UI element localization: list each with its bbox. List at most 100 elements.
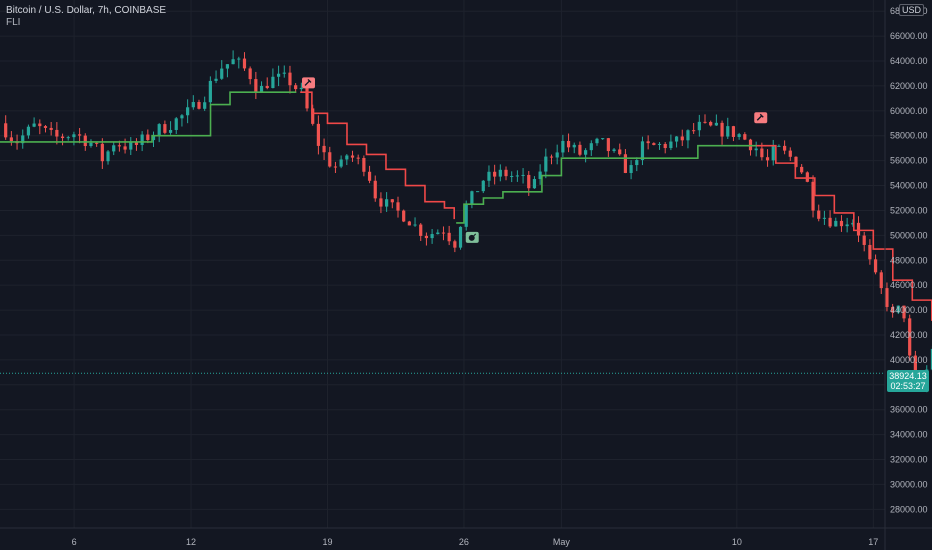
y-tick-label: 36000.00 (890, 405, 928, 415)
candle-body (208, 80, 212, 103)
candles (4, 50, 932, 393)
candle-body (413, 224, 417, 226)
x-tick-label: 26 (459, 537, 469, 547)
candle-body (828, 217, 832, 227)
last-price-label: 38924.13 02:53:27 (887, 370, 929, 392)
candle-body (424, 235, 429, 239)
candle-body (856, 222, 861, 236)
y-tick-label: 28000.00 (890, 504, 928, 514)
candle-body (669, 141, 673, 149)
candle-body (134, 142, 139, 145)
candle-body (783, 145, 787, 151)
y-tick-label: 56000.00 (890, 156, 928, 166)
candle-body (197, 102, 201, 109)
candle-body (652, 143, 656, 145)
candle-body (333, 166, 338, 168)
candle-body (72, 134, 76, 138)
x-tick-label: 19 (322, 537, 332, 547)
candle-body (765, 157, 770, 161)
candle-body (845, 224, 849, 227)
candle-body (896, 305, 900, 313)
candle-body (521, 174, 525, 176)
y-tick-label: 52000.00 (890, 205, 928, 215)
candle-body (879, 272, 883, 289)
candle-body (248, 68, 252, 80)
y-tick-label: 30000.00 (890, 479, 928, 489)
candle-body (595, 138, 599, 144)
candle-body (572, 144, 576, 148)
candle-body (288, 72, 292, 86)
y-tick-label: 40000.00 (890, 355, 928, 365)
candle-body (174, 118, 178, 130)
candle-body (276, 73, 281, 77)
candle-body (436, 232, 440, 235)
candle-body (544, 156, 548, 172)
sell-signal-icon (301, 77, 315, 89)
candle-body (294, 85, 298, 90)
stop-segment (0, 91, 297, 143)
candle-body (498, 169, 502, 177)
candle-body (447, 232, 451, 242)
candle-body (140, 134, 144, 145)
currency-button[interactable]: USD (898, 4, 924, 16)
candle-body (760, 148, 764, 158)
symbol-title: Bitcoin / U.S. Dollar, 7h, COINBASE (6, 5, 167, 16)
candle-body (390, 199, 394, 203)
candle-body (640, 141, 645, 161)
candle-body (32, 123, 36, 127)
candle-body (106, 151, 110, 162)
y-tick-label: 48000.00 (890, 255, 928, 265)
candle-body (237, 58, 241, 60)
candle-body (612, 149, 616, 152)
candle-body (316, 123, 320, 146)
x-tick-label: 12 (186, 537, 196, 547)
candle-body (510, 175, 514, 177)
candle-body (458, 226, 463, 248)
candle-body (117, 145, 121, 147)
stop-segment (300, 91, 455, 220)
candle-body (743, 134, 747, 140)
candle-body (680, 136, 684, 141)
candle-body (908, 318, 912, 356)
candle-body (328, 152, 332, 167)
candle-body (913, 355, 917, 380)
bar-countdown: 02:53:27 (890, 381, 926, 391)
candle-body (38, 123, 42, 127)
hammer-glyph (756, 113, 764, 121)
candle-body (618, 149, 622, 155)
candle-body (9, 137, 13, 142)
candle-body (43, 126, 48, 128)
candle-body (123, 146, 127, 150)
x-tick-label: 10 (732, 537, 742, 547)
candle-body (868, 244, 872, 260)
candle-body (95, 142, 99, 144)
x-tick-label: May (553, 537, 571, 547)
candle-body (697, 121, 701, 131)
candle-body (726, 126, 730, 137)
candle-body (350, 155, 355, 158)
candle-body (930, 348, 932, 370)
x-tick-label: 6 (72, 537, 77, 547)
candle-body (555, 152, 559, 158)
candle-body (186, 107, 190, 116)
candle-body (902, 305, 906, 319)
chart-legend: Bitcoin / U.S. Dollar, 7h, COINBASE FLI (6, 5, 166, 29)
candle-body (817, 210, 821, 219)
y-tick-label: 62000.00 (890, 81, 928, 91)
last-price-value: 38924.13 (889, 371, 927, 381)
y-tick-label: 66000.00 (890, 31, 928, 41)
bomb-fuse (473, 233, 477, 237)
candle-body (4, 123, 8, 138)
candle-body (714, 122, 718, 126)
hammer-glyph (304, 78, 312, 86)
candle-body (151, 134, 156, 141)
candle-body (402, 210, 406, 222)
candle-body (720, 122, 724, 137)
candle-body (822, 217, 827, 219)
candle-body (873, 259, 878, 273)
candle-body (254, 79, 258, 93)
signal-badge (754, 112, 768, 124)
candle-body (225, 64, 230, 69)
